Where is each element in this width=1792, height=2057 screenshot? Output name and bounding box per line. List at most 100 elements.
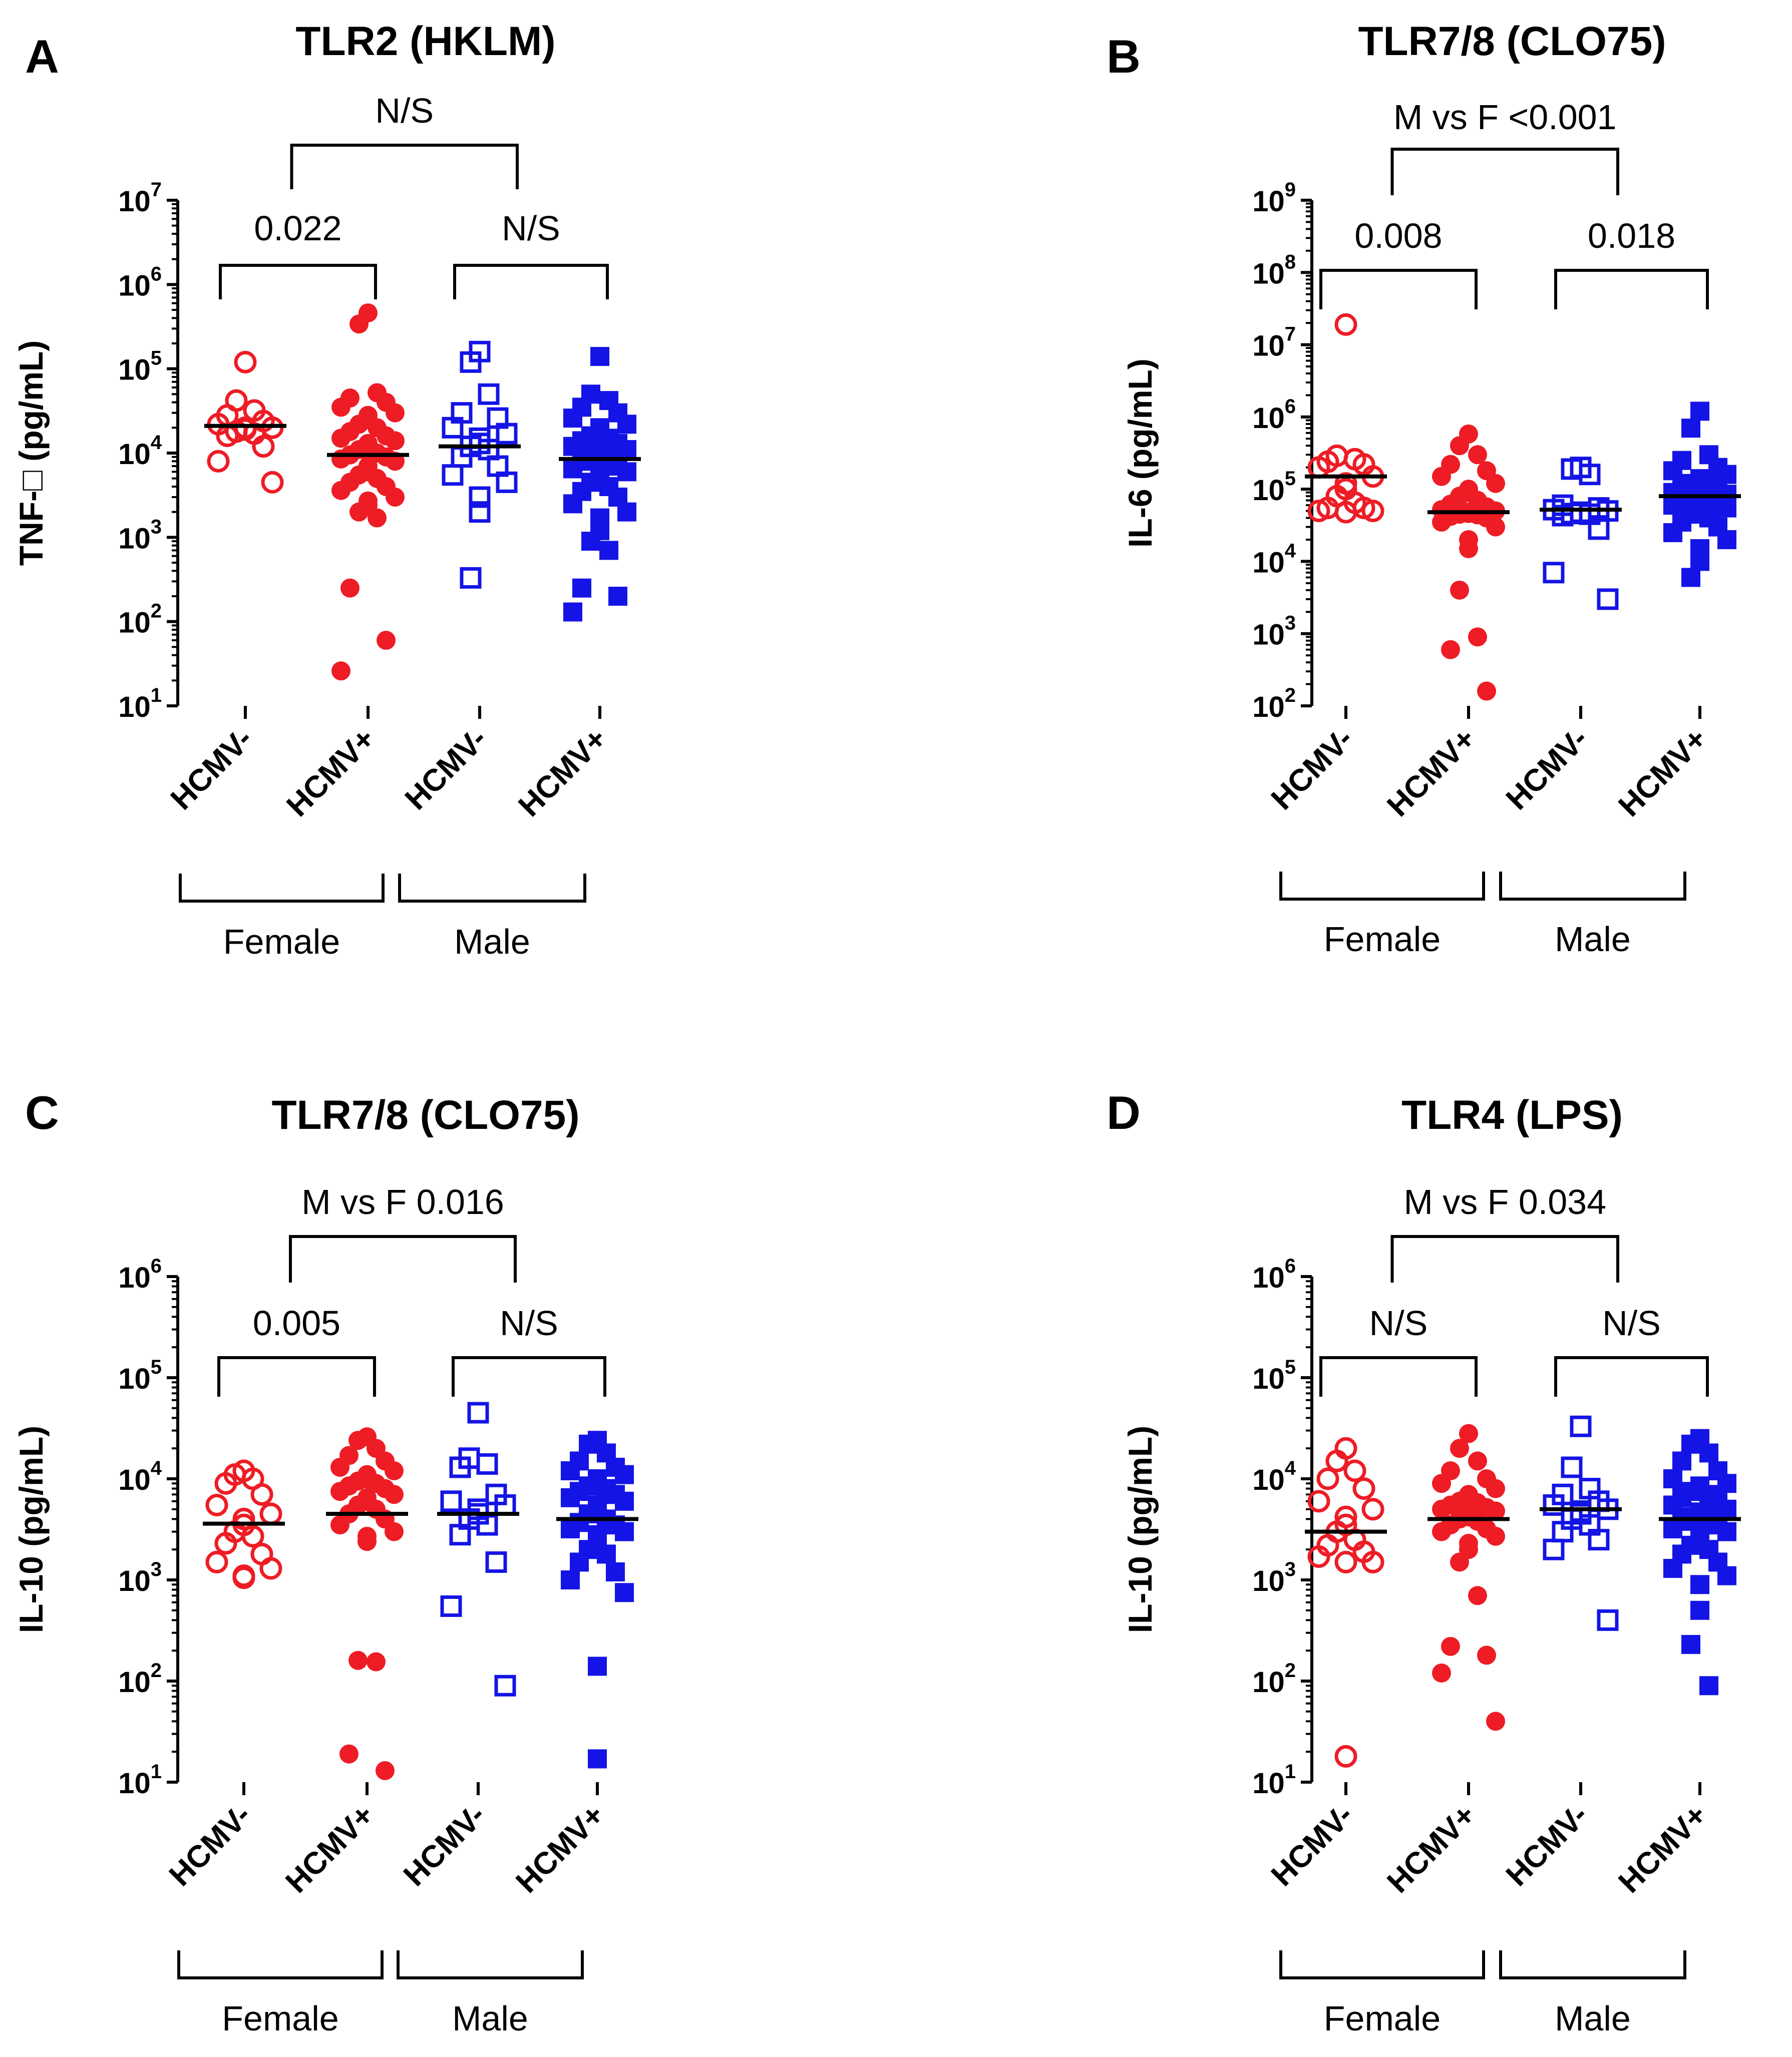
data-point — [561, 1519, 580, 1538]
group-bracket — [398, 874, 586, 903]
y-axis-label: TNF-□ (pg/mL) — [13, 340, 50, 566]
group-bracket — [1499, 872, 1686, 901]
tick-exponent: 5 — [1285, 1356, 1296, 1378]
tick-base: 10 — [1252, 1464, 1285, 1496]
data-point — [377, 631, 396, 650]
tick-exponent: 4 — [151, 432, 162, 454]
data-point — [1543, 562, 1565, 584]
tick-exponent: 2 — [1285, 1660, 1296, 1682]
data-point — [1441, 640, 1460, 659]
group-label: Female — [1324, 1999, 1441, 2038]
data-point — [1588, 1529, 1610, 1551]
data-point — [440, 1490, 462, 1512]
comparison-label-sex: M vs F 0.016 — [301, 1182, 504, 1221]
data-point — [1486, 474, 1505, 493]
tick-exponent: 3 — [151, 1558, 162, 1580]
group-label: Male — [1555, 920, 1631, 959]
tick-exponent: 4 — [151, 1457, 162, 1479]
series-male-hcmv-pos — [556, 1431, 638, 1769]
tick-exponent: 8 — [1285, 251, 1296, 273]
comparison-label-sex: M vs F 0.034 — [1403, 1182, 1606, 1221]
data-point — [449, 1456, 471, 1478]
data-point — [1468, 445, 1487, 465]
data-point — [570, 1552, 589, 1572]
tick-base: 10 — [118, 607, 151, 639]
data-point — [1459, 539, 1478, 559]
data-point — [1561, 1456, 1583, 1478]
y-axis-label: IL-10 (pg/mL) — [1122, 1426, 1159, 1633]
data-point — [1486, 1479, 1505, 1498]
y-tick-label: 105 — [1252, 468, 1296, 507]
comparison-label-male: N/S — [1602, 1304, 1661, 1343]
data-point — [1681, 419, 1700, 438]
data-point — [207, 450, 230, 473]
data-point — [348, 1431, 368, 1450]
data-point — [1325, 1449, 1348, 1472]
series-male-hcmv-neg — [1540, 1415, 1622, 1631]
y-tick-label: 105 — [118, 347, 162, 386]
data-point — [615, 1465, 634, 1484]
comparison-label-sex: M vs F <0.001 — [1393, 98, 1616, 137]
y-axis-label: IL-10 (pg/mL) — [13, 1426, 50, 1633]
y-tick-label: 103 — [118, 516, 162, 555]
data-point — [1717, 498, 1736, 518]
tick-exponent: 7 — [151, 179, 162, 201]
data-point — [1681, 568, 1700, 587]
data-point — [615, 1583, 634, 1602]
data-point — [1699, 1676, 1718, 1696]
series-female-hcmv-pos — [326, 1427, 408, 1780]
series-male-hcmv-neg — [437, 1402, 519, 1697]
data-point — [386, 403, 405, 423]
data-point — [214, 1472, 237, 1495]
data-point — [1552, 505, 1574, 527]
data-point — [496, 471, 518, 493]
data-point — [1432, 467, 1451, 486]
data-point — [615, 1522, 634, 1541]
data-point — [615, 1491, 634, 1511]
comparison-bracket-female — [217, 1356, 376, 1397]
data-point — [205, 1550, 228, 1573]
y-tick-label: 102 — [118, 1660, 162, 1699]
tick-exponent: 7 — [1285, 323, 1296, 345]
data-point — [385, 1485, 404, 1504]
tick-exponent: 2 — [151, 600, 162, 622]
data-point — [1450, 580, 1469, 600]
tick-exponent: 4 — [1285, 540, 1296, 562]
y-axis-label: IL-6 (pg/mL) — [1122, 358, 1159, 548]
group-bracket — [179, 874, 385, 903]
x-tick-label-male-hcmv-pos: HCMV+ — [509, 1798, 611, 1899]
tick-base: 10 — [118, 522, 151, 555]
data-point — [1468, 627, 1487, 647]
x-tick-label-male-hcmv-pos: HCMV+ — [1612, 721, 1713, 823]
data-point — [259, 1502, 282, 1525]
x-tick-label-male-hcmv-neg: HCMV- — [399, 721, 494, 816]
group-bracket — [1499, 1950, 1686, 1979]
tick-exponent: 6 — [151, 263, 162, 285]
data-point — [617, 440, 636, 460]
data-point — [1450, 1439, 1469, 1458]
group-bracket — [1279, 1950, 1485, 1979]
comparison-label-sex: N/S — [375, 91, 434, 130]
y-tick-label: 106 — [1252, 1255, 1296, 1294]
tick-exponent: 5 — [151, 347, 162, 369]
data-point — [606, 1562, 625, 1582]
data-point — [1717, 1566, 1736, 1585]
y-tick-label: 107 — [118, 179, 162, 218]
data-point — [449, 1524, 471, 1546]
data-point — [385, 1522, 404, 1541]
x-tick-label-male-hcmv-neg: HCMV- — [1500, 721, 1595, 816]
data-point — [1681, 1434, 1700, 1454]
data-point — [330, 1457, 349, 1477]
data-point — [205, 1493, 228, 1516]
comparison-label-female: 0.008 — [1354, 216, 1442, 255]
tick-base: 10 — [118, 1363, 151, 1395]
data-point — [460, 351, 482, 373]
data-point — [340, 578, 360, 598]
y-tick-label: 103 — [118, 1558, 162, 1597]
tick-exponent: 4 — [1285, 1457, 1296, 1479]
data-point — [608, 586, 627, 606]
data-point — [561, 1488, 580, 1507]
data-point — [1663, 461, 1682, 481]
comparison-label-female: 0.022 — [254, 209, 341, 248]
data-point — [367, 1652, 386, 1672]
